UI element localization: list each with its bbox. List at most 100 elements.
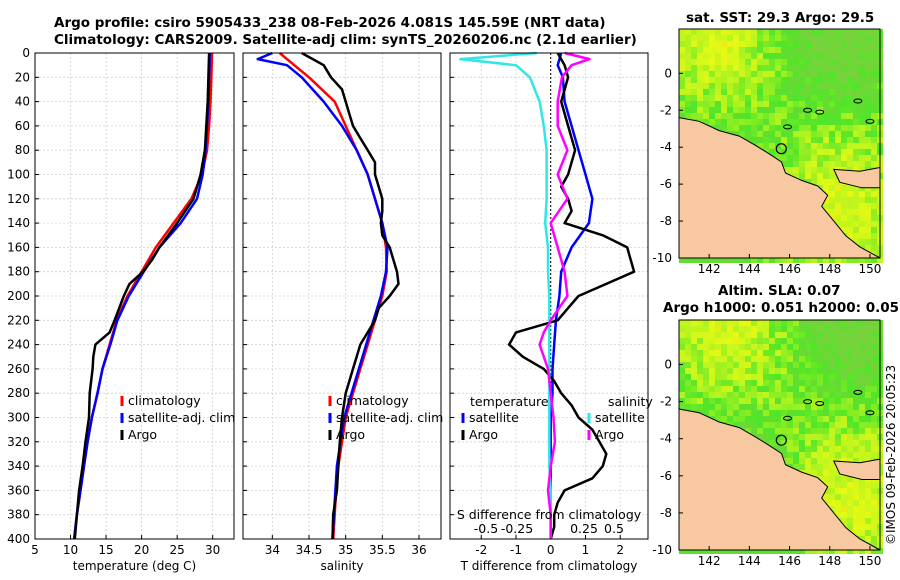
map-cell [847, 29, 853, 35]
map-cell [793, 362, 799, 368]
map-cell [733, 65, 739, 71]
map-cell [769, 362, 775, 368]
map-cell [859, 47, 865, 53]
map-cell [811, 71, 817, 77]
map-cell [787, 320, 793, 326]
y-tick-label: 160 [7, 240, 30, 254]
map-cell [751, 41, 757, 47]
map-cell [859, 434, 865, 440]
map-cell [775, 29, 781, 35]
map-cell [787, 422, 793, 428]
map-cell [865, 35, 871, 41]
map-cell [733, 53, 739, 59]
map-cell [823, 65, 829, 71]
x-tick-label: 5 [31, 543, 39, 557]
map-cell [835, 506, 841, 512]
x-tick-label: 36 [411, 543, 426, 557]
map-cell [727, 113, 733, 119]
map-cell [823, 392, 829, 398]
map-cell [823, 332, 829, 338]
map-cell [721, 89, 727, 95]
map-cell [817, 440, 823, 446]
map-cell [787, 35, 793, 41]
map-cell [709, 368, 715, 374]
map-cell [871, 422, 877, 428]
map-cell [817, 125, 823, 131]
map-cell [685, 47, 691, 53]
map-cell [871, 221, 877, 227]
map-cell [811, 47, 817, 53]
map-cell [793, 53, 799, 59]
map-cell [799, 65, 805, 71]
map-cell [841, 338, 847, 344]
map-cell [685, 338, 691, 344]
map-cell [739, 386, 745, 392]
map-cell [865, 398, 871, 404]
map-cell [871, 512, 877, 518]
map-cell [823, 131, 829, 137]
map-cell [823, 47, 829, 53]
map-cell [679, 89, 685, 95]
map-cell [823, 185, 829, 191]
map-cell [871, 257, 877, 263]
map-cell [763, 332, 769, 338]
map-cell [781, 143, 787, 149]
map-cell [817, 386, 823, 392]
map-cell [829, 488, 835, 494]
map-cell [871, 524, 877, 530]
map-cell [757, 332, 763, 338]
map-cell [709, 332, 715, 338]
map-cell [721, 362, 727, 368]
map-cell [763, 320, 769, 326]
map-cell [817, 83, 823, 89]
map-cell [685, 53, 691, 59]
map-cell [721, 65, 727, 71]
map-cell [787, 125, 793, 131]
map-cell [823, 77, 829, 83]
map-cell [763, 410, 769, 416]
map-cell [865, 332, 871, 338]
map-cell [793, 452, 799, 458]
title-line-1: Argo profile: csiro 5905433_238 08-Feb-2… [54, 15, 606, 31]
map-cell [835, 488, 841, 494]
map-cell [817, 41, 823, 47]
map-cell [781, 35, 787, 41]
map-cell [805, 113, 811, 119]
map-cell [751, 59, 757, 65]
map-cell [727, 404, 733, 410]
map-cell [793, 440, 799, 446]
map-cell [805, 470, 811, 476]
map-cell [805, 35, 811, 41]
map-cell [841, 320, 847, 326]
map-cell [703, 398, 709, 404]
map-cell [715, 410, 721, 416]
map-cell [727, 77, 733, 83]
map-cell [847, 125, 853, 131]
map-cell [805, 338, 811, 344]
map-cell [847, 71, 853, 77]
map-cell [871, 65, 877, 71]
map-cell [703, 410, 709, 416]
map-cell [739, 41, 745, 47]
map-cell [811, 338, 817, 344]
map-cell [805, 47, 811, 53]
map-cell [769, 137, 775, 143]
map-cell [859, 362, 865, 368]
map-cell [745, 374, 751, 380]
map-cell [745, 338, 751, 344]
map-cell [793, 59, 799, 65]
map-cell [865, 59, 871, 65]
map-cell [703, 374, 709, 380]
map-cell [859, 53, 865, 59]
map-cell [751, 380, 757, 386]
map-sla [678, 319, 883, 554]
map-cell [835, 95, 841, 101]
map-cell [853, 476, 859, 482]
map-cell [691, 326, 697, 332]
map-cell [787, 338, 793, 344]
map-cell [757, 374, 763, 380]
y-tick-label: 140 [7, 216, 30, 230]
map-cell [769, 344, 775, 350]
map-cell [847, 422, 853, 428]
map-cell [817, 464, 823, 470]
